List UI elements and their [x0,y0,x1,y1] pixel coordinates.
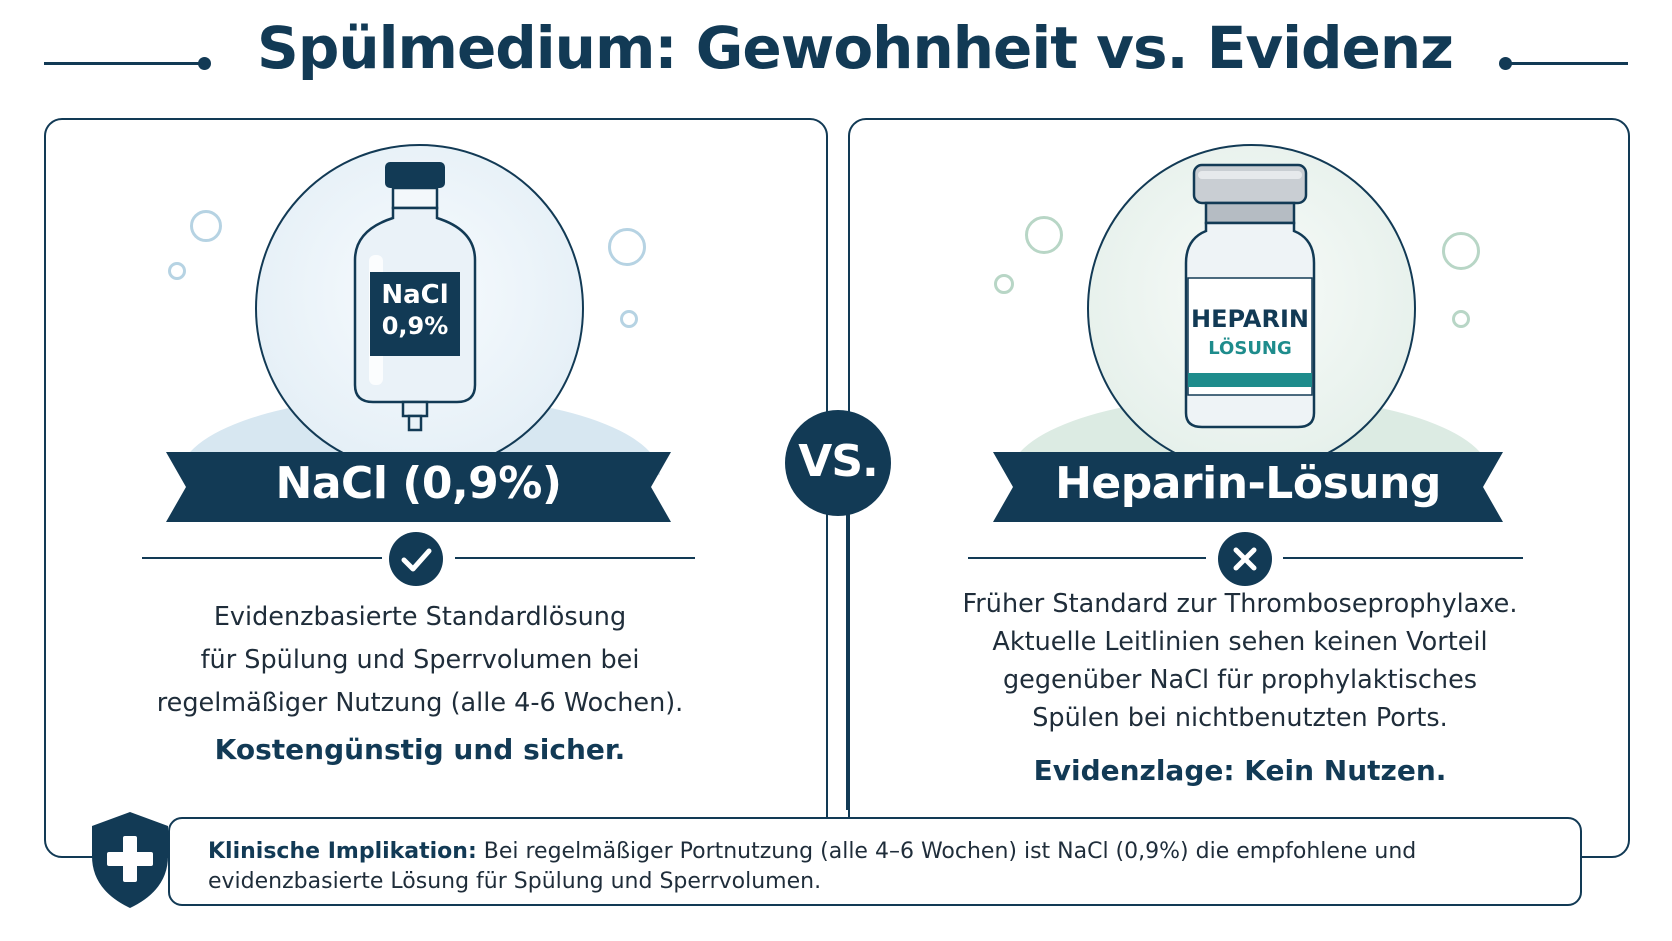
heparin-description-line: Früher Standard zur Thromboseprophylaxe. [962,589,1518,619]
heparin-vial-label-line1: HEPARIN [1191,305,1309,333]
clinical-implication-box: Klinische Implikation: Bei regelmäßiger … [168,817,1582,906]
heparin-ribbon-label: Heparin-Lösung [1055,458,1441,509]
center-divider [826,470,848,810]
bubble-icon [168,262,186,280]
bubble-icon [1442,232,1480,270]
heparin-description-line: gegenüber NaCl für prophylaktisches [1002,665,1478,695]
heparin-description-line: Spülen bei nichtbenutzten Ports. [1032,703,1448,733]
title-rule-left [44,62,204,65]
heparin-ribbon: Heparin-Lösung [993,452,1503,522]
nacl-emphasis: Kostengünstig und sicher. [214,733,626,766]
page-title: Spülmedium: Gewohnheit vs. Evidenz [257,14,1454,82]
saline-bottle-icon [353,162,477,432]
bubble-icon [190,210,222,242]
bubble-icon [608,228,646,266]
heparin-vial-icon [1184,163,1316,429]
clinical-implication-text: Klinische Implikation: Bei regelmäßiger … [208,837,1548,897]
heparin-divider-left [968,557,1206,559]
nacl-description-line: Evidenzbasierte Standardlösung [213,602,627,632]
heparin-vial-label-line2: LÖSUNG [1208,338,1292,359]
nacl-bottle-label-line2: 0,9% [381,312,449,340]
bubble-icon [1452,310,1470,328]
nacl-divider-right [455,557,695,559]
nacl-description-line: für Spülung und Sperrvolumen bei [200,645,640,675]
heparin-description: Früher Standard zur Thromboseprophylaxe.… [920,585,1560,737]
heparin-description-line: Aktuelle Leitlinien sehen keinen Vorteil [992,627,1488,657]
nacl-divider-left [142,557,382,559]
title-row: Spülmedium: Gewohnheit vs. Evidenz [0,14,1672,104]
nacl-description-line: regelmäßiger Nutzung (alle 4-6 Wochen). [156,688,684,718]
heparin-divider-right [1283,557,1523,559]
title-rule-right [1504,62,1628,65]
nacl-ribbon-label: NaCl (0,9%) [275,458,562,509]
nacl-ribbon: NaCl (0,9%) [166,452,671,522]
clinical-implication-body: Bei regelmäßiger Portnutzung (alle 4–6 W… [208,839,1417,894]
bubble-icon [620,310,638,328]
clinical-implication-label: Klinische Implikation: [208,839,477,864]
x-icon [1218,532,1272,586]
bubble-icon [994,274,1014,294]
check-icon [389,532,443,586]
shield-plus-icon [92,812,168,908]
bubble-icon [1025,216,1063,254]
nacl-description: Evidenzbasierte Standardlösung für Spülu… [120,596,720,725]
nacl-bottle-label-line1: NaCl [381,280,449,310]
title-dot-left [198,57,211,70]
vs-badge: VS. [785,410,891,516]
heparin-emphasis: Evidenzlage: Kein Nutzen. [1033,754,1447,787]
